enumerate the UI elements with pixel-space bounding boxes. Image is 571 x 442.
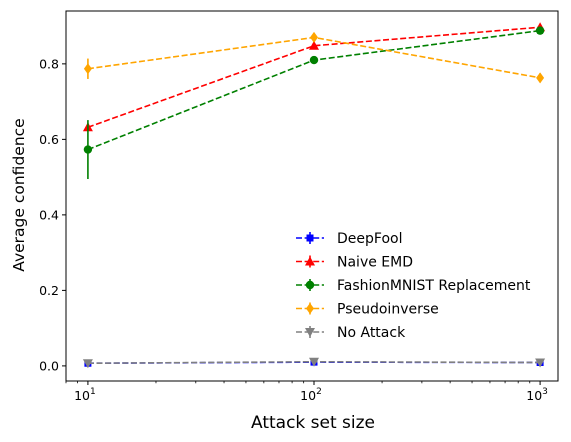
- plot-frame: [65, 10, 559, 382]
- x-tick-exponent: 2: [316, 387, 322, 397]
- legend-label: Pseudoinverse: [337, 302, 439, 318]
- x-tick-label: 103: [526, 387, 548, 403]
- data-point: [305, 328, 315, 337]
- series-line: [87, 26, 541, 129]
- y-tick-label: 0.6: [39, 132, 59, 147]
- data-point: [309, 357, 320, 367]
- x-axis-label: Attack set size: [251, 413, 375, 433]
- legend-item: DeepFool: [296, 231, 402, 247]
- x-axis-ticks: 101 102 103: [65, 381, 548, 403]
- x-tick-label: 102: [300, 387, 322, 403]
- legend-item: No Attack: [296, 325, 406, 341]
- legend: DeepFool Naive EMD FashionMNIST Replacemen…: [296, 231, 531, 341]
- data-point: [83, 63, 92, 75]
- x-tick-label: 101: [74, 387, 96, 403]
- series-layer: [82, 22, 546, 369]
- data-point: [83, 145, 93, 154]
- x-tick-exponent: 1: [90, 387, 96, 397]
- y-axis-ticks: 0.0 0.2 0.4 0.6 0.8: [39, 56, 66, 373]
- y-tick-label: 0.2: [39, 283, 59, 298]
- series-pseudoinverse: [83, 31, 545, 84]
- legend-item: Naive EMD: [296, 255, 413, 271]
- y-tick-label: 0.0: [39, 358, 59, 373]
- x-tick-base: 10: [74, 388, 90, 403]
- x-tick-base: 10: [300, 388, 316, 403]
- x-tick-base: 10: [526, 388, 542, 403]
- series-no-attack: [82, 357, 546, 369]
- legend-label: Naive EMD: [337, 255, 413, 271]
- data-point: [309, 40, 320, 50]
- legend-item: Pseudoinverse: [296, 302, 439, 318]
- data-point: [305, 280, 315, 290]
- legend-label: No Attack: [337, 325, 406, 341]
- data-point: [536, 72, 545, 84]
- legend-label: FashionMNIST Replacement: [337, 278, 531, 294]
- x-tick-exponent: 3: [542, 387, 548, 397]
- data-point: [309, 55, 319, 65]
- y-axis-label: Average confidence: [10, 118, 28, 271]
- data-point: [535, 358, 546, 368]
- data-point: [306, 234, 314, 242]
- data-point: [535, 26, 545, 35]
- series-fashionmnist-replacement: [83, 26, 545, 180]
- data-point: [306, 303, 314, 314]
- y-tick-label: 0.8: [39, 56, 59, 71]
- y-tick-label: 0.4: [39, 207, 59, 222]
- legend-item: FashionMNIST Replacement: [296, 278, 531, 294]
- plot-border: [65, 10, 559, 382]
- data-point: [305, 256, 315, 266]
- legend-label: DeepFool: [337, 231, 402, 247]
- data-point: [82, 359, 93, 369]
- data-point: [310, 31, 319, 43]
